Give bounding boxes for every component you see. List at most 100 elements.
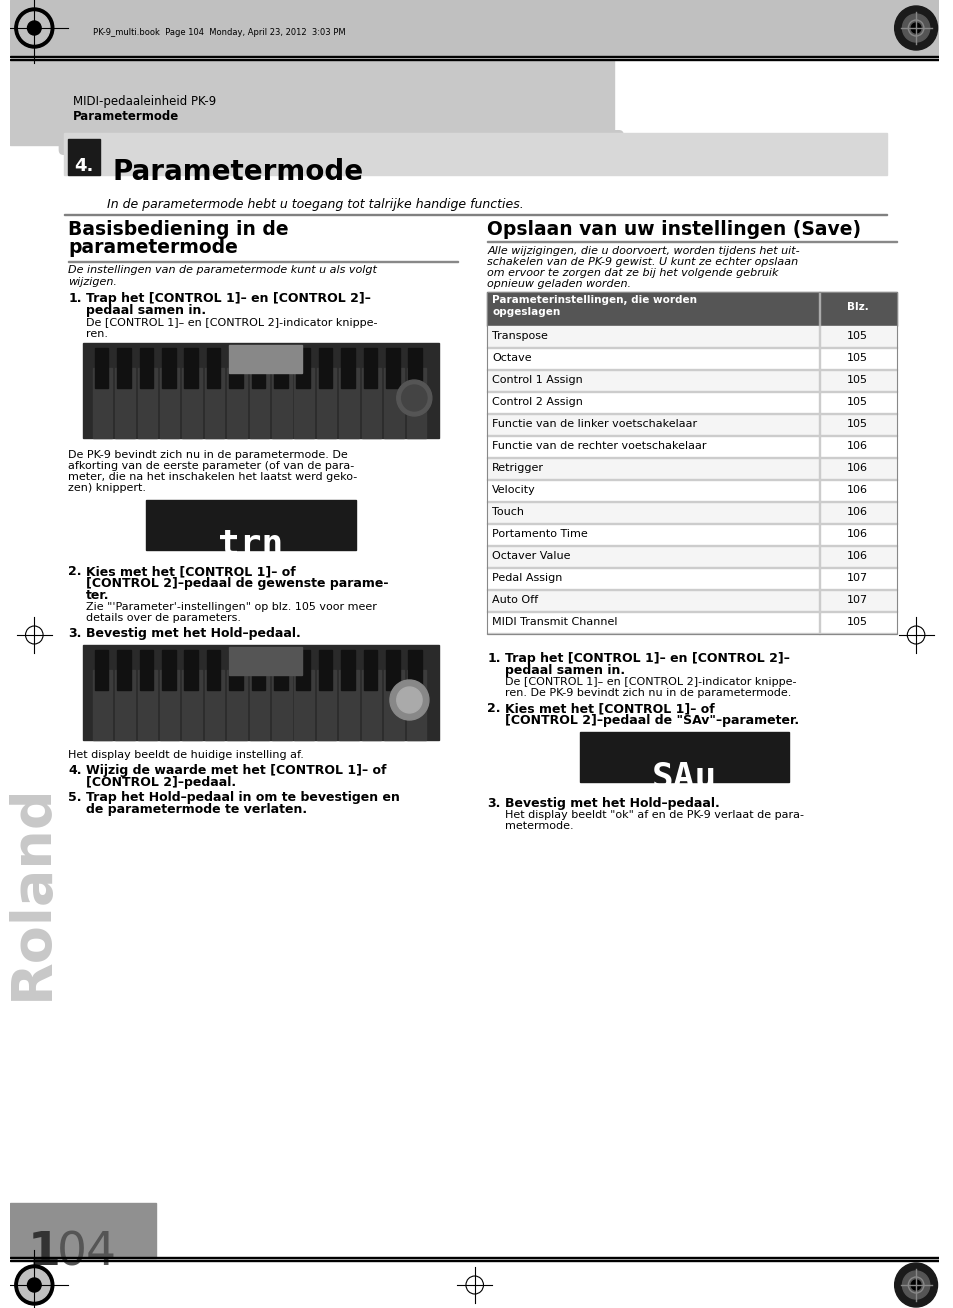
Bar (162, 348, 175, 388)
Bar (487, 370, 896, 392)
Text: 105: 105 (846, 419, 867, 429)
Circle shape (19, 12, 50, 44)
Bar (115, 670, 134, 740)
Text: De [CONTROL 1]– en [CONTROL 2]-indicator knippe-: De [CONTROL 1]– en [CONTROL 2]-indicator… (504, 678, 796, 687)
Text: [CONTROL 2]–pedaal.: [CONTROL 2]–pedaal. (86, 776, 235, 789)
Text: schakelen van de PK-9 gewist. U kunt ze echter opslaan: schakelen van de PK-9 gewist. U kunt ze … (487, 256, 798, 267)
Bar (487, 292, 896, 326)
Text: 1.: 1. (69, 292, 82, 305)
Text: Trap het [CONTROL 1]– en [CONTROL 2]–: Trap het [CONTROL 1]– en [CONTROL 2]– (504, 651, 789, 664)
Text: ren. De PK-9 bevindt zich nu in de parametermode.: ren. De PK-9 bevindt zich nu in de param… (504, 688, 790, 698)
Bar (160, 368, 179, 438)
Circle shape (401, 385, 427, 411)
Text: 105: 105 (846, 617, 867, 627)
Bar (487, 292, 896, 634)
Text: 3.: 3. (487, 797, 500, 810)
Bar (408, 650, 421, 691)
Circle shape (396, 687, 421, 713)
Text: Trap het Hold–pedaal in om te bevestigen en: Trap het Hold–pedaal in om te bevestigen… (86, 791, 399, 804)
Text: 107: 107 (846, 595, 867, 606)
Bar (229, 348, 243, 388)
Text: Pedal Assign: Pedal Assign (492, 573, 562, 583)
Text: Kies met het [CONTROL 1]– of: Kies met het [CONTROL 1]– of (86, 565, 295, 578)
Bar (250, 670, 269, 740)
Bar (818, 436, 819, 458)
Text: 105: 105 (846, 375, 867, 385)
Text: Bevestig met het Hold–pedaal.: Bevestig met het Hold–pedaal. (504, 797, 719, 810)
Text: 105: 105 (846, 331, 867, 341)
Bar (10, 60, 614, 145)
Text: 106: 106 (846, 441, 867, 451)
Bar (83, 645, 438, 740)
Text: Alle wijzigingen, die u doorvoert, worden tijdens het uit-: Alle wijzigingen, die u doorvoert, worde… (487, 246, 800, 256)
Bar (117, 348, 131, 388)
Circle shape (894, 1264, 937, 1307)
Bar (182, 670, 202, 740)
Bar (487, 458, 896, 480)
Text: om ervoor te zorgen dat ze bij het volgende gebruik: om ervoor te zorgen dat ze bij het volge… (487, 268, 778, 279)
Text: Opslaan van uw instellingen (Save): Opslaan van uw instellingen (Save) (487, 220, 861, 239)
Text: Wijzig de waarde met het [CONTROL 1]– of: Wijzig de waarde met het [CONTROL 1]– of (86, 764, 386, 777)
Bar (252, 650, 265, 691)
Text: 105: 105 (846, 398, 867, 407)
Bar (487, 392, 896, 415)
Text: PK-9_multi.book  Page 104  Monday, April 23, 2012  3:03 PM: PK-9_multi.book Page 104 Monday, April 2… (92, 27, 345, 37)
Text: afkorting van de eerste parameter (of van de para-: afkorting van de eerste parameter (of va… (69, 460, 355, 471)
Text: In de parametermode hebt u toegang tot talrijke handige functies.: In de parametermode hebt u toegang tot t… (108, 198, 523, 211)
Text: Parametermode: Parametermode (112, 158, 363, 186)
Bar (386, 348, 399, 388)
Bar (294, 368, 314, 438)
Bar (318, 348, 332, 388)
Text: 106: 106 (846, 528, 867, 539)
Circle shape (902, 14, 929, 42)
Bar (272, 670, 292, 740)
Text: 106: 106 (846, 463, 867, 473)
Bar (316, 670, 336, 740)
Text: Basisbediening in de: Basisbediening in de (69, 220, 289, 239)
Bar (227, 670, 247, 740)
Bar (115, 368, 134, 438)
Text: 106: 106 (846, 508, 867, 517)
Text: Roland: Roland (5, 783, 58, 1001)
Bar (361, 368, 381, 438)
Text: opgeslagen: opgeslagen (492, 307, 560, 317)
Text: Octaver Value: Octaver Value (492, 551, 570, 561)
Text: 106: 106 (846, 551, 867, 561)
Text: Blz.: Blz. (846, 302, 867, 313)
Bar (160, 670, 179, 740)
Text: De [CONTROL 1]– en [CONTROL 2]-indicator knippe-: De [CONTROL 1]– en [CONTROL 2]-indicator… (86, 318, 377, 328)
Bar (205, 368, 224, 438)
Bar (229, 647, 302, 675)
Bar (386, 650, 399, 691)
Bar (487, 348, 896, 370)
Text: 4.: 4. (74, 157, 93, 175)
Text: Het display beeldt de huidige instelling af.: Het display beeldt de huidige instelling… (69, 749, 304, 760)
Text: Het display beeldt "ok" af en de PK-9 verlaat de para-: Het display beeldt "ok" af en de PK-9 ve… (504, 810, 803, 820)
Text: Control 1 Assign: Control 1 Assign (492, 375, 582, 385)
Bar (274, 348, 288, 388)
Circle shape (910, 24, 920, 33)
Circle shape (396, 381, 432, 416)
Text: Parameterinstellingen, die worden: Parameterinstellingen, die worden (492, 296, 697, 305)
Bar (229, 650, 243, 691)
Text: metermode.: metermode. (504, 821, 573, 831)
Bar (274, 650, 288, 691)
Text: 2.: 2. (487, 702, 500, 715)
Bar (579, 732, 788, 782)
Bar (162, 650, 175, 691)
Bar (139, 348, 153, 388)
Circle shape (19, 1269, 50, 1301)
Bar (207, 348, 220, 388)
Bar (272, 368, 292, 438)
Bar (316, 368, 336, 438)
Text: Control 2 Assign: Control 2 Assign (492, 398, 582, 407)
Text: Bevestig met het Hold–pedaal.: Bevestig met het Hold–pedaal. (86, 627, 300, 640)
Bar (818, 545, 819, 568)
Bar (137, 368, 157, 438)
Bar (146, 500, 355, 549)
Bar (363, 348, 376, 388)
Bar (250, 368, 269, 438)
Bar (294, 670, 314, 740)
Bar (227, 368, 247, 438)
Text: Functie van de linker voetschakelaar: Functie van de linker voetschakelaar (492, 419, 697, 429)
